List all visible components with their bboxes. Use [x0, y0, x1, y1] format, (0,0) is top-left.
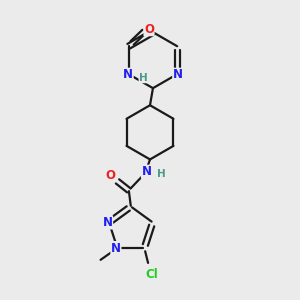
Text: N: N [123, 68, 133, 81]
Text: H: H [157, 169, 166, 179]
Text: Cl: Cl [146, 268, 158, 281]
Text: O: O [144, 22, 154, 36]
Text: N: N [111, 242, 121, 255]
Text: N: N [173, 68, 183, 81]
Text: N: N [103, 216, 112, 229]
Text: O: O [106, 169, 116, 182]
Text: N: N [142, 165, 152, 178]
Text: H: H [139, 73, 148, 83]
